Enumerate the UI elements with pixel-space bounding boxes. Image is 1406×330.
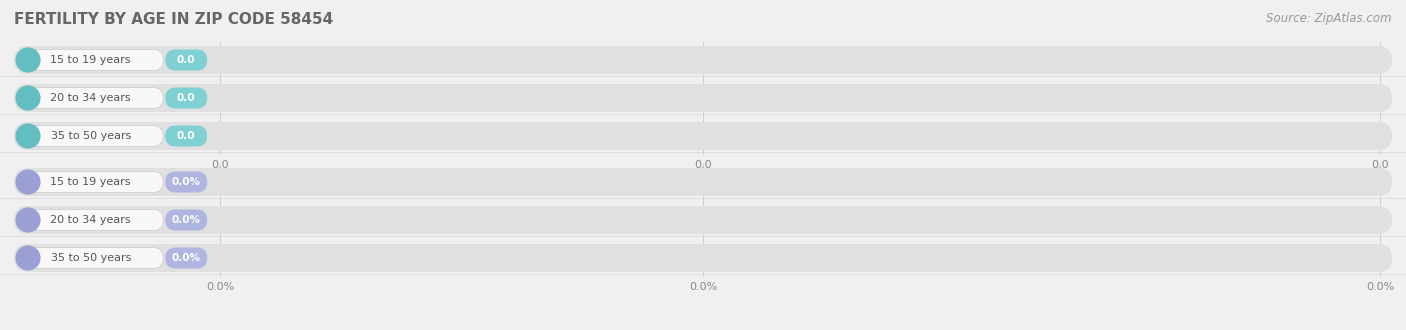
Text: 0.0%: 0.0%	[689, 282, 717, 292]
FancyBboxPatch shape	[165, 87, 207, 109]
FancyBboxPatch shape	[165, 210, 207, 230]
FancyBboxPatch shape	[14, 122, 1392, 150]
Text: 0.0%: 0.0%	[172, 177, 201, 187]
Text: 35 to 50 years: 35 to 50 years	[51, 253, 131, 263]
Text: 0.0%: 0.0%	[1365, 282, 1395, 292]
Circle shape	[15, 86, 39, 110]
Text: 20 to 34 years: 20 to 34 years	[51, 215, 131, 225]
FancyBboxPatch shape	[18, 125, 163, 147]
Text: FERTILITY BY AGE IN ZIP CODE 58454: FERTILITY BY AGE IN ZIP CODE 58454	[14, 12, 333, 27]
Text: 0.0: 0.0	[695, 160, 711, 170]
FancyBboxPatch shape	[18, 172, 163, 192]
FancyBboxPatch shape	[14, 168, 1392, 196]
FancyBboxPatch shape	[18, 210, 163, 230]
Text: 0.0: 0.0	[177, 93, 195, 103]
FancyBboxPatch shape	[14, 46, 1392, 74]
Circle shape	[15, 124, 39, 148]
Circle shape	[15, 48, 39, 72]
Circle shape	[15, 170, 39, 194]
Text: 0.0: 0.0	[177, 131, 195, 141]
Text: 0.0%: 0.0%	[205, 282, 235, 292]
FancyBboxPatch shape	[14, 206, 1392, 234]
Circle shape	[15, 246, 39, 270]
Text: 0.0: 0.0	[1371, 160, 1389, 170]
Text: Source: ZipAtlas.com: Source: ZipAtlas.com	[1267, 12, 1392, 25]
FancyBboxPatch shape	[165, 248, 207, 269]
FancyBboxPatch shape	[18, 50, 163, 71]
Text: 15 to 19 years: 15 to 19 years	[51, 177, 131, 187]
Text: 0.0%: 0.0%	[172, 215, 201, 225]
Text: 0.0: 0.0	[177, 55, 195, 65]
Text: 20 to 34 years: 20 to 34 years	[51, 93, 131, 103]
Text: 0.0: 0.0	[211, 160, 229, 170]
FancyBboxPatch shape	[14, 84, 1392, 112]
FancyBboxPatch shape	[165, 125, 207, 147]
Text: 15 to 19 years: 15 to 19 years	[51, 55, 131, 65]
FancyBboxPatch shape	[14, 244, 1392, 272]
FancyBboxPatch shape	[18, 248, 163, 269]
Circle shape	[15, 208, 39, 232]
FancyBboxPatch shape	[18, 87, 163, 109]
Text: 0.0%: 0.0%	[172, 253, 201, 263]
FancyBboxPatch shape	[165, 50, 207, 71]
FancyBboxPatch shape	[165, 172, 207, 192]
Text: 35 to 50 years: 35 to 50 years	[51, 131, 131, 141]
